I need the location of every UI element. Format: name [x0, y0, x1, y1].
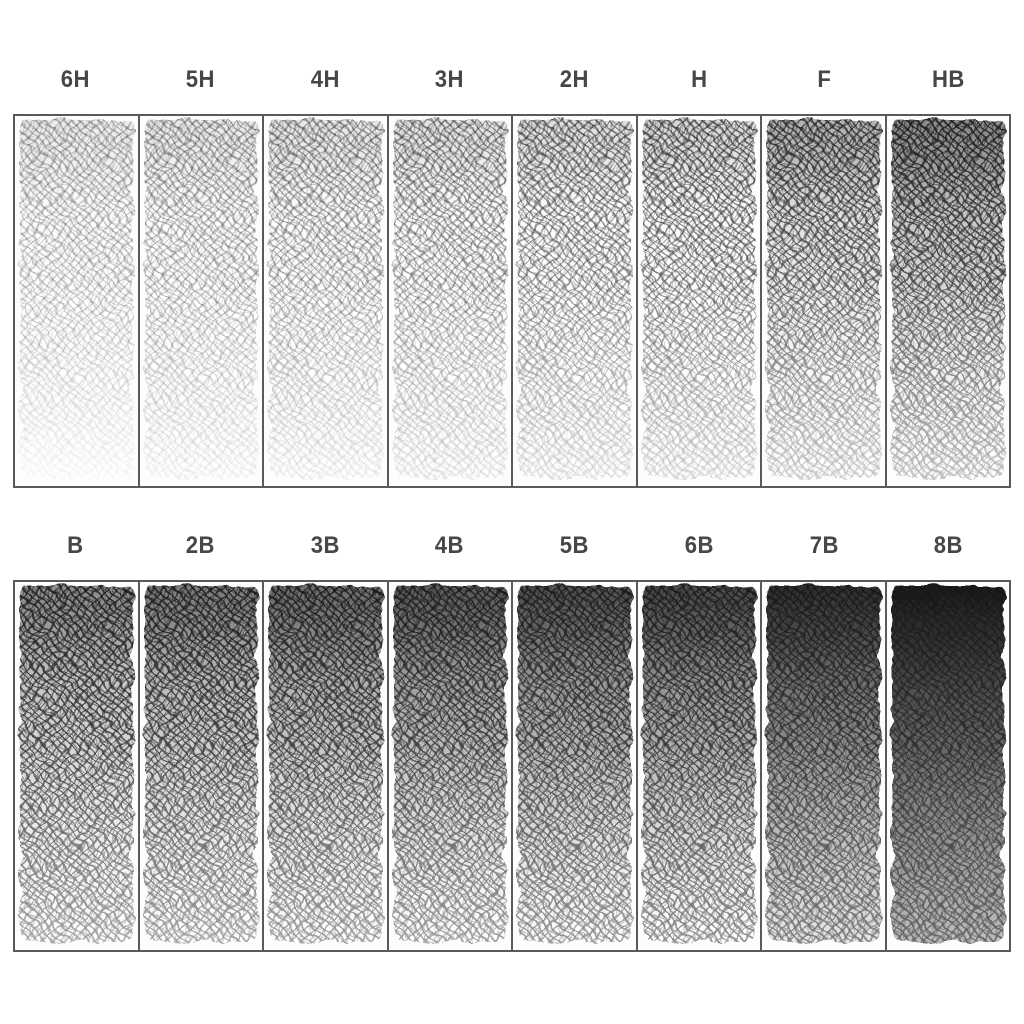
pencil-swatch-F	[767, 120, 880, 478]
grade-label-4B: 4B	[435, 532, 465, 559]
pencil-swatch-5B	[518, 586, 631, 942]
pencil-swatch-2H	[518, 120, 631, 478]
grade-label-3H: 3H	[435, 66, 465, 93]
grade-label-H: H	[690, 66, 708, 93]
swatch-cell-6B	[637, 582, 762, 950]
swatch-cell-3B	[264, 582, 389, 950]
swatch-cell-3H	[388, 116, 513, 486]
swatch-cell-6H	[15, 116, 140, 486]
pencil-swatch-2B	[144, 586, 257, 942]
swatch-cell-5H	[139, 116, 264, 486]
grade-label-4H: 4H	[310, 66, 340, 93]
grade-label-5B: 5B	[559, 532, 589, 559]
grade-label-7B: 7B	[809, 532, 839, 559]
pencil-swatch-8B	[891, 586, 1004, 942]
swatch-cell-2B	[139, 582, 264, 950]
swatch-cell-4H	[264, 116, 389, 486]
pencil-swatch-4H	[269, 120, 382, 478]
grade-label-6B: 6B	[684, 532, 714, 559]
swatch-cell-5B	[513, 582, 638, 950]
pencil-swatch-6H	[20, 120, 133, 478]
grade-label-6H: 6H	[60, 66, 90, 93]
swatch-cell-7B	[762, 582, 887, 950]
grade-label-8B: 8B	[934, 532, 964, 559]
soft-grades-board	[13, 580, 1011, 952]
grade-label-2H: 2H	[559, 66, 589, 93]
pencil-swatch-7B	[767, 586, 880, 942]
hard-grades-board	[13, 114, 1011, 488]
soft-grades-labels-row: B 2B 3B 4B 5B 6B 7B 8B	[13, 530, 1011, 562]
pencil-swatch-H	[642, 120, 755, 478]
grade-label-F: F	[816, 66, 831, 93]
pencil-swatch-6B	[642, 586, 755, 942]
grade-label-HB: HB	[932, 66, 966, 93]
swatch-cell-F	[762, 116, 887, 486]
swatch-cell-2H	[513, 116, 638, 486]
swatch-cell-HB	[886, 116, 1009, 486]
pencil-swatch-B	[20, 586, 133, 942]
grade-label-3B: 3B	[310, 532, 340, 559]
swatch-cell-8B	[886, 582, 1009, 950]
grade-label-2B: 2B	[185, 532, 215, 559]
pencil-swatch-3B	[269, 586, 382, 942]
swatch-cell-B	[15, 582, 140, 950]
pencil-swatch-3H	[393, 120, 506, 478]
pencil-swatch-5H	[144, 120, 257, 478]
pencil-swatch-4B	[393, 586, 506, 942]
swatch-cell-H	[637, 116, 762, 486]
grade-label-5H: 5H	[185, 66, 215, 93]
hard-grades-labels-row: 6H 5H 4H 3H 2H H F HB	[13, 64, 1011, 96]
grade-label-B: B	[67, 532, 84, 559]
pencil-swatch-HB	[891, 120, 1004, 478]
swatch-cell-4B	[388, 582, 513, 950]
